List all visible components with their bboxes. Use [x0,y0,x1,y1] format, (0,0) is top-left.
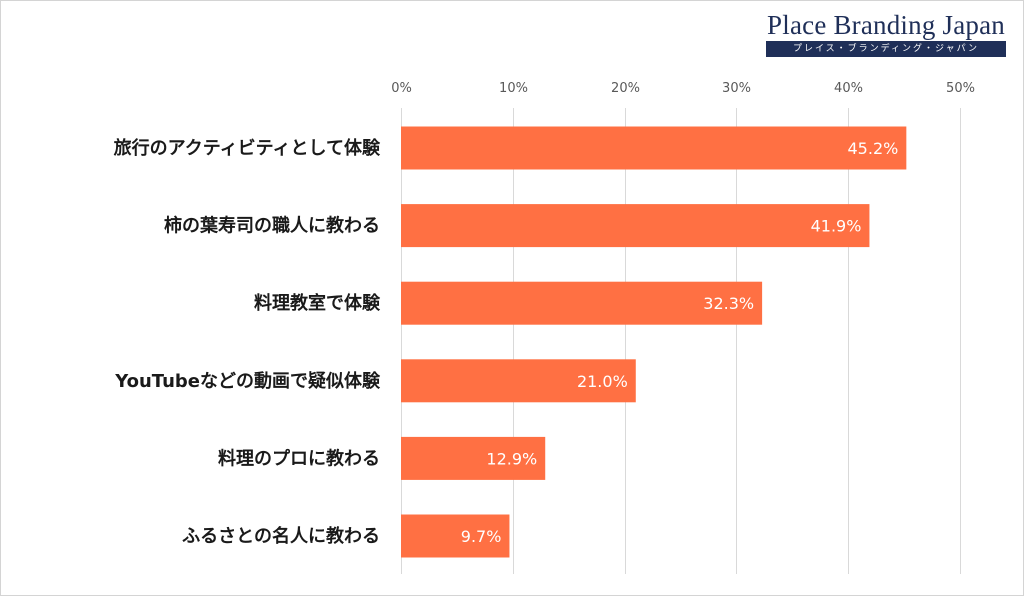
category-label: YouTubeなどの動画で疑似体験 [114,370,381,392]
x-tick-label: 40% [834,81,863,96]
gridlines [401,108,961,574]
bar [401,436,546,480]
category-label: 柿の葉寿司の職人に教わる [164,215,380,237]
x-tick-label: 50% [946,81,975,96]
x-tick-label: 10% [499,81,528,96]
bar [401,514,510,558]
brand-logo-subtitle: プレイス・ブランディング・ジャパン [766,41,1006,57]
category-label: 旅行のアクティビティとして体験 [114,137,381,159]
value-label: 32.3% [703,294,754,313]
bars [401,126,907,558]
x-axis-ticks: 0% 10% 20% 30% 40% 50% [391,81,975,96]
bar [401,281,763,325]
value-label: 21.0% [577,372,628,391]
bar [401,359,636,403]
value-label: 9.7% [461,527,502,546]
x-tick-label: 20% [611,81,640,96]
value-label: 12.9% [486,449,537,468]
brand-logo-title: Place Branding Japan [767,10,1005,40]
bar [401,204,870,248]
value-label: 45.2% [848,139,899,158]
value-labels: 45.2% 41.9% 32.3% 21.0% 12.9% 9.7% [461,139,899,546]
x-tick-label: 0% [391,81,412,96]
category-label: ふるさとの名人に教わる [182,525,380,547]
x-tick-label: 30% [722,81,751,96]
bar [401,126,907,170]
category-label: 料理教室で体験 [254,292,381,314]
value-label: 41.9% [811,217,862,236]
brand-logo: Place Branding Japan プレイス・ブランディング・ジャパン [766,8,1006,57]
category-label: 料理のプロに教わる [218,447,380,469]
